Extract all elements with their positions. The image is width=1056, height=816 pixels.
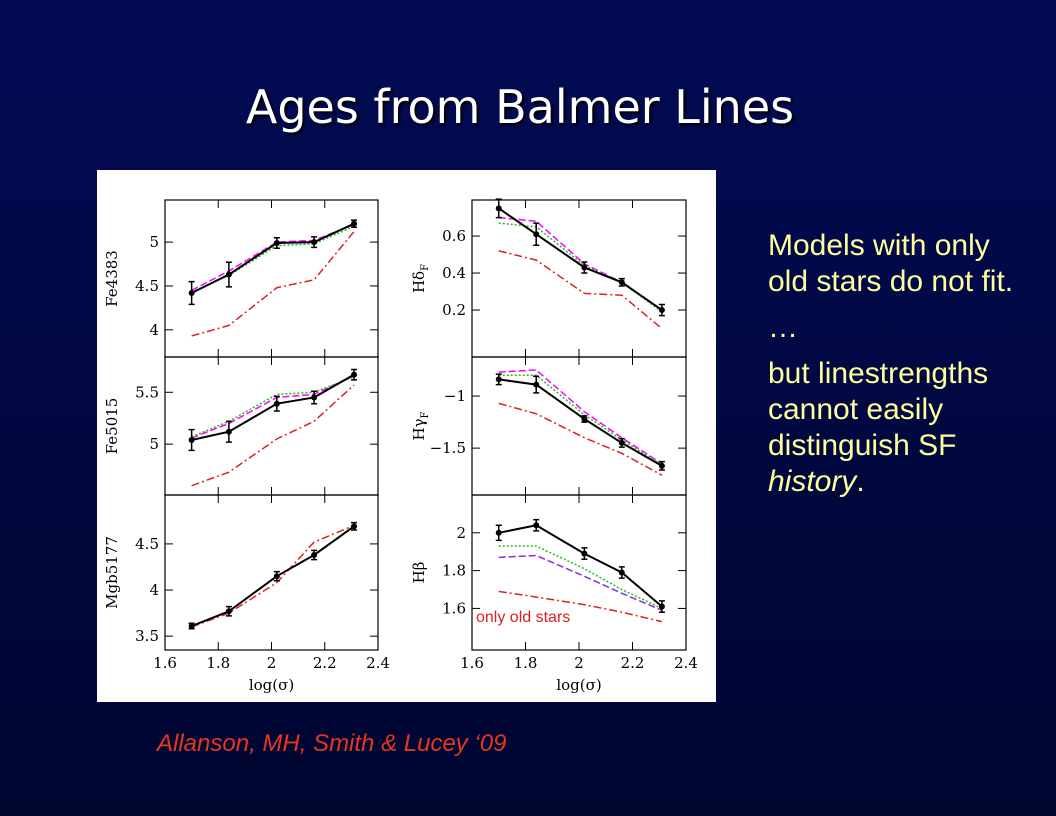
y-tick-label: −1: [444, 387, 466, 405]
data-point: [188, 289, 195, 296]
y-tick-label: 0.2: [442, 301, 466, 319]
y-tick-label: 4: [149, 321, 159, 339]
series-line: [191, 231, 355, 337]
y-axis-label: Fe5015: [103, 398, 121, 455]
data-point: [273, 239, 280, 246]
data-point: [618, 279, 625, 286]
data-point: [188, 437, 195, 444]
y-tick-label: −1.5: [430, 439, 466, 457]
x-tick-label: 2.4: [366, 654, 390, 672]
data-point: [351, 371, 358, 378]
data-point: [311, 394, 318, 401]
data-point: [225, 428, 232, 435]
data-point: [311, 239, 318, 246]
annotation: only old stars: [476, 609, 570, 626]
data-point: [533, 381, 540, 388]
y-tick-label: 1.6: [442, 599, 466, 617]
data-point: [581, 264, 588, 271]
data-point: [495, 529, 502, 536]
x-tick-label: 1.8: [206, 654, 230, 672]
data-point: [273, 400, 280, 407]
data-point: [581, 550, 588, 557]
x-tick-label: 1.8: [514, 654, 538, 672]
bullet-emphasis: history: [768, 465, 857, 498]
figure: 4 4.5 5 Fe4383 5 5.5 Fe5015 1.6 1.8 2 2.2 2.4 3.5 4 4.…: [97, 170, 716, 702]
y-axis-label-main: Fe5015: [103, 398, 121, 455]
y-axis-label-main: Mgb5177: [103, 536, 121, 609]
bullet-text: .: [856, 465, 865, 498]
data-point: [581, 415, 588, 422]
y-tick-label: 5: [149, 435, 159, 453]
y-axis-label-main: Hγ: [410, 418, 428, 440]
data-point: [351, 523, 358, 530]
x-axis-label: log(σ): [249, 676, 294, 694]
y-axis-label: Hβ: [410, 562, 428, 584]
figure-background: [97, 170, 716, 702]
bullet-list: Models with only old stars do not fit. ……: [768, 228, 1018, 510]
x-tick-label: 2.2: [313, 654, 337, 672]
data-point: [311, 551, 318, 558]
series-line: [498, 402, 663, 476]
data-point: [273, 573, 280, 580]
x-tick-label: 1.6: [153, 654, 177, 672]
data-point: [351, 220, 358, 227]
x-axis-label: log(σ): [556, 676, 601, 694]
bullet: Models with only old stars do not fit.: [768, 228, 1018, 300]
bullet-text: but linestrengths cannot easily distingu…: [768, 357, 989, 462]
y-tick-label: 5.5: [135, 383, 159, 401]
x-tick-label: 2: [574, 654, 584, 672]
y-tick-label: 5: [149, 233, 159, 251]
y-tick-label: 1.8: [442, 562, 466, 580]
bullet: but linestrengths cannot easily distingu…: [768, 356, 1018, 500]
series-line: [498, 554, 663, 611]
y-tick-label: 4.5: [135, 277, 159, 295]
y-axis-label: Fe4383: [103, 250, 121, 307]
y-tick-label: 2: [456, 524, 466, 542]
y-axis-label-sub: F: [420, 264, 431, 271]
slide-title: Ages from Balmer Lines: [245, 80, 795, 134]
data-point: [533, 231, 540, 238]
citation: Allanson, MH, Smith & Lucey ‘09: [157, 730, 507, 757]
y-axis-label-main: Fe4383: [103, 250, 121, 307]
y-axis-label: HδF: [410, 264, 431, 293]
y-tick-label: 4.5: [135, 535, 159, 553]
x-tick-label: 2: [267, 654, 277, 672]
series-line: [498, 590, 663, 623]
data-point: [618, 439, 625, 446]
y-axis-label: HγF: [410, 411, 431, 440]
bullet-text: …: [768, 311, 798, 344]
y-tick-label: 4: [149, 581, 159, 599]
x-tick-label: 2.2: [621, 654, 645, 672]
series-line: [498, 369, 663, 465]
data-point: [618, 569, 625, 576]
y-axis-label-main: Hβ: [410, 562, 428, 584]
series-line: [498, 545, 663, 610]
y-axis-label-sub: F: [420, 411, 431, 418]
data-point: [658, 307, 665, 314]
bullet: …: [768, 310, 1018, 346]
data-point: [533, 522, 540, 529]
data-point: [658, 462, 665, 469]
bullet-text: Models with only old stars do not fit.: [768, 229, 1014, 298]
series-line: [498, 374, 663, 466]
data-point: [225, 608, 232, 615]
series-line: [498, 250, 663, 330]
y-axis-label: Mgb5177: [103, 536, 121, 609]
series-line: [191, 524, 355, 628]
y-tick-label: 0.4: [442, 264, 466, 282]
y-tick-label: 0.6: [442, 227, 466, 245]
data-point: [188, 623, 195, 630]
data-point: [658, 603, 665, 610]
series-line: [191, 384, 355, 487]
y-tick-label: 3.5: [135, 627, 159, 645]
y-axis-label-main: Hδ: [410, 271, 428, 293]
x-tick-label: 2.4: [674, 654, 698, 672]
data-point: [225, 271, 232, 278]
data-point: [495, 205, 502, 212]
data-point: [495, 376, 502, 383]
x-tick-label: 1.6: [460, 654, 484, 672]
